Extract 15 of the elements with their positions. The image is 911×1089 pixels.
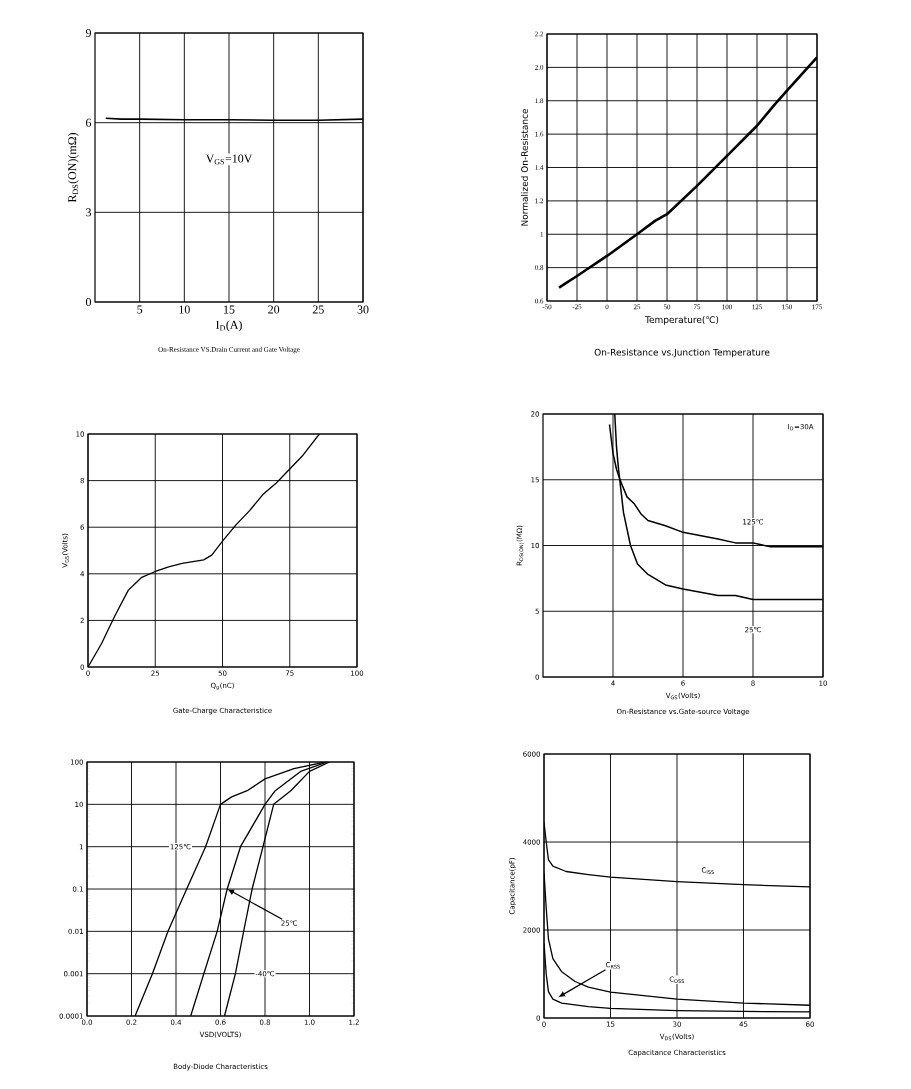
y-tick-label: 9 <box>85 28 91 38</box>
annotation: V$_{GS}$=10V <box>205 154 253 165</box>
x-axis-title: Temperature(℃) <box>645 316 719 325</box>
x-tick-label: 25 <box>312 305 324 314</box>
x-tick-label: 15 <box>224 305 235 314</box>
y-axis-title: Normalized On-Resistance <box>520 108 528 226</box>
y-tick-label: 6 <box>86 118 92 127</box>
x-tick-label: 30 <box>357 305 369 314</box>
x-tick-label: 10 <box>179 305 190 314</box>
x-axis-title: I$_{D}$(A) <box>216 320 242 332</box>
text: On-Resistance vs.Junction Temperature <box>594 348 770 358</box>
x-tick-label: 5 <box>137 305 143 314</box>
y-tick-label: 3 <box>86 208 92 217</box>
y-axis-title: R$_{DS}$(ON)(mΩ) <box>67 133 79 203</box>
x-tick-label: 20 <box>268 305 280 314</box>
